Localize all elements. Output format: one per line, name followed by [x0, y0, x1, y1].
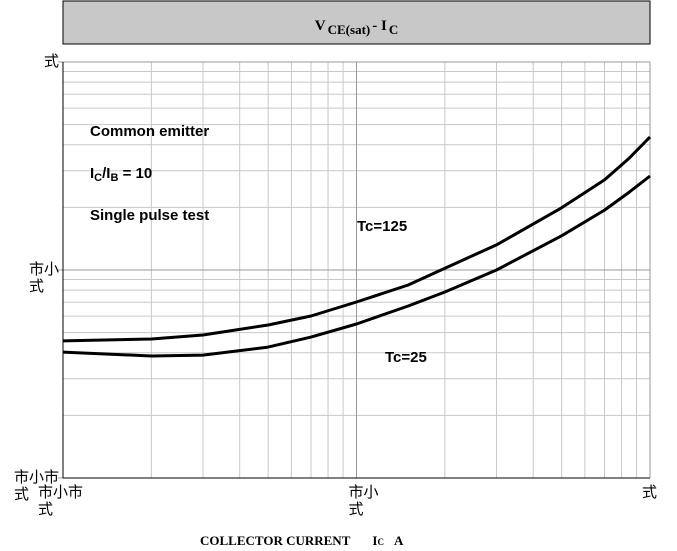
- series-label: Tc=25: [385, 349, 427, 366]
- annotation-part: /I: [102, 165, 110, 182]
- title-part: V: [315, 18, 326, 34]
- title-part: CE(sat): [328, 22, 371, 37]
- series-label: Tc=125: [357, 218, 407, 235]
- annotation-part: = 10: [118, 165, 152, 182]
- x-label-part: C: [377, 537, 384, 547]
- annotation-part: C: [94, 172, 102, 184]
- annotation-part: Common emitter: [90, 123, 209, 140]
- annotation: IC/IB = 10: [90, 165, 152, 184]
- title-box: [62, 0, 651, 45]
- annotation-part: B: [110, 172, 118, 184]
- series-line: [62, 174, 651, 358]
- x-label-part: I: [372, 533, 377, 548]
- annotation-part: I: [90, 165, 94, 182]
- title-part: - I: [372, 18, 387, 34]
- annotation: Common emitter: [90, 123, 209, 140]
- x-label-part: COLLECTOR CURRENT: [200, 533, 351, 548]
- x-tick-label: 式: [642, 483, 658, 501]
- y-tick-label: 市小 式: [28, 260, 59, 295]
- x-axis-label: COLLECTOR CURRENT IC A: [200, 533, 404, 548]
- x-tick-label: 市小市 式: [38, 483, 84, 518]
- annotation-part: Single pulse test: [90, 207, 209, 224]
- x-tick-label: 市小 式: [348, 483, 379, 518]
- annotation: Single pulse test: [90, 207, 209, 224]
- series-line: [62, 135, 652, 343]
- x-label-part: A: [394, 533, 404, 548]
- y-tick-label: 式: [43, 52, 59, 70]
- title-part: C: [389, 22, 398, 37]
- y-tick-label: 市小市 式: [13, 468, 59, 503]
